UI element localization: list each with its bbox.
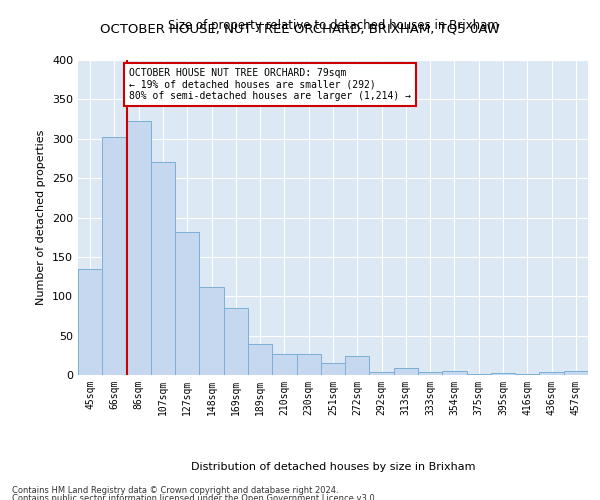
Text: Distribution of detached houses by size in Brixham: Distribution of detached houses by size …: [191, 462, 475, 472]
Bar: [564, 371, 588, 375]
Bar: [175, 232, 199, 375]
Title: Size of property relative to detached houses in Brixham: Size of property relative to detached ho…: [167, 20, 499, 32]
Text: OCTOBER HOUSE NUT TREE ORCHARD: 79sqm
← 19% of detached houses are smaller (292): OCTOBER HOUSE NUT TREE ORCHARD: 79sqm ← …: [129, 68, 411, 101]
Text: Contains HM Land Registry data © Crown copyright and database right 2024.: Contains HM Land Registry data © Crown c…: [12, 486, 338, 495]
Bar: [199, 287, 224, 375]
Text: Contains public sector information licensed under the Open Government Licence v3: Contains public sector information licen…: [12, 494, 377, 500]
Y-axis label: Number of detached properties: Number of detached properties: [37, 130, 46, 305]
Bar: [491, 372, 515, 375]
Bar: [296, 354, 321, 375]
Bar: [272, 354, 296, 375]
Bar: [539, 372, 564, 375]
Bar: [370, 372, 394, 375]
Bar: [151, 162, 175, 375]
Bar: [394, 368, 418, 375]
Bar: [515, 374, 539, 375]
Bar: [102, 137, 127, 375]
Bar: [418, 372, 442, 375]
Bar: [224, 308, 248, 375]
Text: OCTOBER HOUSE, NUT TREE ORCHARD, BRIXHAM, TQ5 0AW: OCTOBER HOUSE, NUT TREE ORCHARD, BRIXHAM…: [100, 22, 500, 36]
Bar: [442, 371, 467, 375]
Bar: [321, 363, 345, 375]
Bar: [248, 344, 272, 375]
Bar: [127, 120, 151, 375]
Bar: [345, 356, 370, 375]
Bar: [467, 374, 491, 375]
Bar: [78, 268, 102, 375]
